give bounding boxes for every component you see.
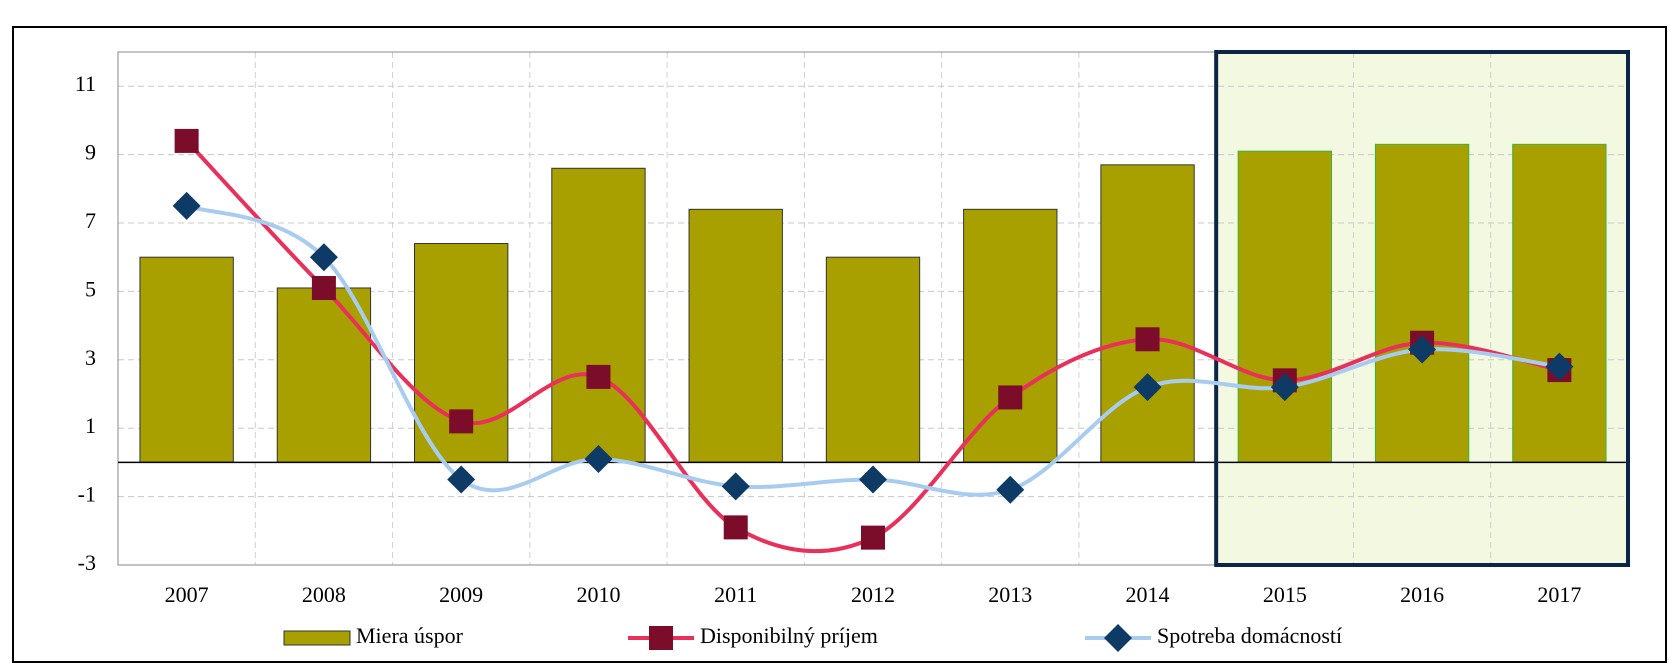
x-tick-label: 2014 [1126, 582, 1170, 607]
x-tick-label: 2008 [302, 582, 346, 607]
y-tick-label: 3 [85, 345, 96, 370]
y-tick-label: 11 [75, 71, 96, 96]
highlight-border [1214, 50, 1630, 567]
marker-square [723, 515, 748, 540]
y-tick-label: 5 [85, 276, 96, 301]
marker-square [998, 385, 1023, 410]
marker-square [586, 364, 611, 389]
marker-square [1135, 327, 1160, 352]
marker-diamond [309, 243, 338, 272]
y-tick-label: 9 [85, 140, 96, 165]
x-tick-label: 2013 [988, 582, 1032, 607]
legend-label: Spotreba domácností [1157, 623, 1342, 648]
marker-diamond [172, 191, 201, 220]
marker-diamond [1270, 373, 1299, 402]
marker-square [861, 525, 885, 550]
x-tick-label: 2007 [165, 582, 209, 607]
marker-diamond [447, 465, 476, 494]
marker-diamond [721, 472, 750, 501]
marker-square [449, 409, 474, 434]
y-tick-label: -1 [78, 482, 96, 507]
y-tick-label: -3 [78, 550, 96, 575]
marker-diamond [1545, 352, 1574, 381]
bar [1512, 143, 1607, 463]
x-tick-label: 2011 [714, 582, 757, 607]
x-tick-label: 2012 [851, 582, 895, 607]
bar [688, 208, 783, 463]
bar [139, 256, 234, 463]
y-tick-label: 7 [85, 208, 96, 233]
marker-diamond [996, 475, 1025, 504]
x-tick-label: 2016 [1400, 582, 1444, 607]
x-tick-label: 2010 [576, 582, 620, 607]
marker-diamond [1133, 373, 1162, 402]
line [185, 139, 1560, 554]
marker-diamond [1408, 335, 1437, 364]
bar [1374, 143, 1470, 463]
bar [1237, 150, 1332, 463]
marker-square [649, 626, 673, 650]
x-tick-label: 2017 [1537, 582, 1581, 607]
bar [551, 167, 646, 463]
marker-diamond [584, 444, 613, 473]
marker-diamond [1104, 624, 1132, 652]
bar [963, 208, 1058, 463]
y-tick-label: 1 [85, 413, 96, 438]
marker-square [311, 275, 336, 300]
legend-swatch [283, 630, 351, 646]
marker-square [174, 128, 199, 153]
bar [825, 256, 921, 463]
x-tick-label: 2009 [439, 582, 483, 607]
legend-label: Miera úspor [356, 623, 464, 648]
legend-label: Disponibilný príjem [700, 623, 878, 648]
x-tick-label: 2015 [1263, 582, 1307, 607]
bar [276, 287, 372, 463]
marker-diamond [859, 465, 887, 494]
bar [1100, 164, 1195, 463]
